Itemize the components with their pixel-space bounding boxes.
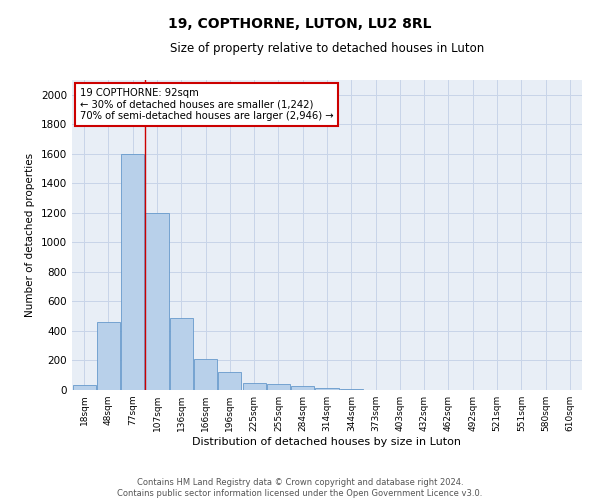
- Y-axis label: Number of detached properties: Number of detached properties: [25, 153, 35, 317]
- Bar: [194, 359, 217, 390]
- Bar: [218, 372, 241, 390]
- Bar: [316, 388, 338, 390]
- Text: Contains HM Land Registry data © Crown copyright and database right 2024.
Contai: Contains HM Land Registry data © Crown c…: [118, 478, 482, 498]
- Bar: [121, 154, 144, 390]
- Bar: [242, 382, 266, 390]
- Text: 19, COPTHORNE, LUTON, LU2 8RL: 19, COPTHORNE, LUTON, LU2 8RL: [168, 18, 432, 32]
- Bar: [267, 384, 290, 390]
- Bar: [170, 318, 193, 390]
- Bar: [291, 386, 314, 390]
- Text: 19 COPTHORNE: 92sqm
← 30% of detached houses are smaller (1,242)
70% of semi-det: 19 COPTHORNE: 92sqm ← 30% of detached ho…: [80, 88, 333, 121]
- Title: Size of property relative to detached houses in Luton: Size of property relative to detached ho…: [170, 42, 484, 55]
- X-axis label: Distribution of detached houses by size in Luton: Distribution of detached houses by size …: [193, 437, 461, 447]
- Bar: [97, 322, 120, 390]
- Bar: [73, 385, 95, 390]
- Bar: [145, 213, 169, 390]
